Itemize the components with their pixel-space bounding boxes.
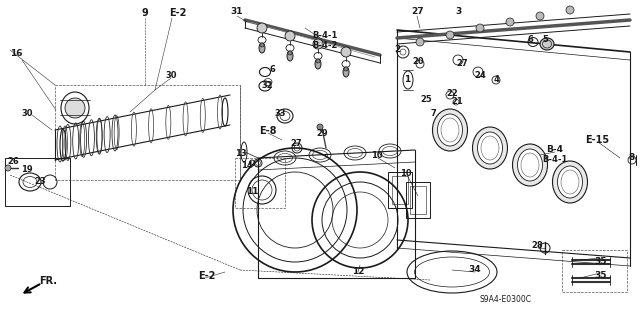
Text: B-4-1: B-4-1 <box>542 155 568 165</box>
Bar <box>55 85 240 180</box>
Text: 34: 34 <box>468 265 481 275</box>
Text: 23: 23 <box>34 176 46 186</box>
Ellipse shape <box>518 149 543 181</box>
Text: B-4-2: B-4-2 <box>312 41 338 50</box>
Text: 27: 27 <box>290 138 302 147</box>
Ellipse shape <box>477 132 502 164</box>
Ellipse shape <box>552 161 588 203</box>
Ellipse shape <box>438 114 463 146</box>
Bar <box>388 172 412 208</box>
Text: S9A4-E0300C: S9A4-E0300C <box>479 295 531 305</box>
Ellipse shape <box>472 127 508 169</box>
Text: 13: 13 <box>235 149 247 158</box>
Text: 30: 30 <box>21 108 33 117</box>
Text: 10: 10 <box>400 168 412 177</box>
Circle shape <box>317 124 323 130</box>
Text: E-8: E-8 <box>259 126 276 136</box>
Circle shape <box>288 51 292 55</box>
Text: 9: 9 <box>141 8 148 18</box>
Circle shape <box>344 67 348 71</box>
Text: 14: 14 <box>241 160 253 169</box>
Ellipse shape <box>513 144 547 186</box>
Text: 20: 20 <box>412 57 424 66</box>
Text: 27: 27 <box>456 58 468 68</box>
Text: 11: 11 <box>246 187 259 196</box>
Circle shape <box>313 39 323 49</box>
Text: 6: 6 <box>269 65 275 75</box>
Text: 2: 2 <box>394 46 400 55</box>
Text: 6: 6 <box>527 35 533 44</box>
Text: 1: 1 <box>404 75 410 84</box>
Text: E-2: E-2 <box>170 8 187 18</box>
Circle shape <box>446 31 454 39</box>
Text: 32: 32 <box>261 80 273 90</box>
Text: 16: 16 <box>10 48 22 57</box>
Circle shape <box>416 38 424 46</box>
Circle shape <box>316 59 320 63</box>
Text: 28: 28 <box>531 241 543 250</box>
Text: 22: 22 <box>446 88 458 98</box>
Circle shape <box>65 98 85 118</box>
Text: 24: 24 <box>474 71 486 80</box>
Text: FR.: FR. <box>39 276 57 286</box>
Ellipse shape <box>315 59 321 69</box>
Bar <box>5 158 70 206</box>
Text: B-4: B-4 <box>547 145 563 154</box>
Text: 26: 26 <box>7 158 19 167</box>
Circle shape <box>476 24 484 32</box>
Text: 27: 27 <box>412 6 424 16</box>
Text: 29: 29 <box>316 129 328 137</box>
Bar <box>235 158 285 208</box>
Circle shape <box>285 31 295 41</box>
Text: 7: 7 <box>430 108 436 117</box>
Bar <box>410 186 426 214</box>
Text: E-2: E-2 <box>198 271 216 281</box>
Text: 31: 31 <box>231 6 243 16</box>
Bar <box>562 250 627 292</box>
Circle shape <box>5 165 11 171</box>
Text: 5: 5 <box>542 35 548 44</box>
Circle shape <box>341 47 351 57</box>
Text: 8: 8 <box>629 152 635 161</box>
Ellipse shape <box>343 67 349 77</box>
Circle shape <box>506 18 514 26</box>
Ellipse shape <box>540 38 554 50</box>
Circle shape <box>260 43 264 47</box>
Ellipse shape <box>259 43 265 53</box>
Text: 21: 21 <box>451 97 463 106</box>
Text: 33: 33 <box>275 108 285 117</box>
Text: 10: 10 <box>371 151 383 160</box>
Ellipse shape <box>433 109 467 151</box>
Text: 35: 35 <box>595 256 607 265</box>
Text: 12: 12 <box>352 268 364 277</box>
Bar <box>406 182 430 218</box>
Text: 3: 3 <box>456 8 462 17</box>
Circle shape <box>536 12 544 20</box>
Text: 25: 25 <box>420 95 432 105</box>
Text: E-15: E-15 <box>585 135 609 145</box>
Circle shape <box>566 6 574 14</box>
Ellipse shape <box>287 51 293 61</box>
Bar <box>392 176 408 204</box>
Text: 19: 19 <box>21 166 33 174</box>
Text: 35: 35 <box>595 271 607 280</box>
Ellipse shape <box>557 166 582 198</box>
Circle shape <box>257 23 267 33</box>
Text: B-4-1: B-4-1 <box>312 32 338 41</box>
Text: 30: 30 <box>165 70 177 79</box>
Text: 4: 4 <box>494 76 500 85</box>
